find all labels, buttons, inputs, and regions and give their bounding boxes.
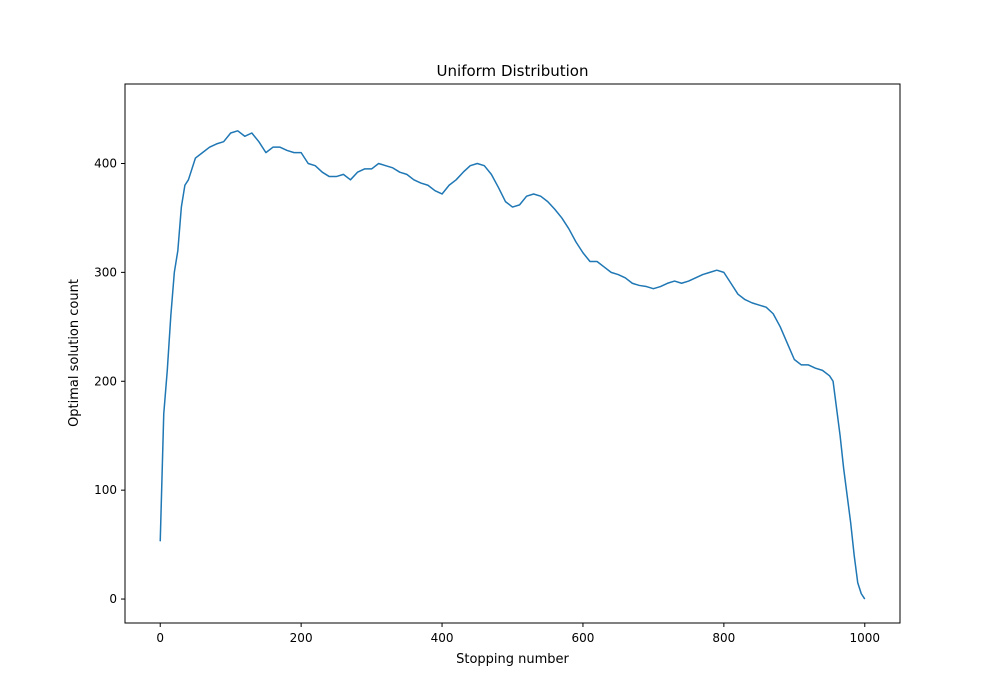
y-tick-label: 200 <box>94 374 117 388</box>
axes-frame <box>124 83 901 624</box>
x-axis-label: Stopping number <box>456 652 569 667</box>
y-axis: 0 100 200 300 400 <box>94 156 125 606</box>
x-tick-label: 800 <box>712 631 735 645</box>
x-tick-label: 400 <box>431 631 454 645</box>
x-tick-label: 1000 <box>849 631 880 645</box>
y-tick-label: 100 <box>94 483 117 497</box>
y-tick-label: 400 <box>94 156 117 170</box>
chart-title: Uniform Distribution <box>437 62 589 80</box>
y-tick-label: 0 <box>109 592 117 606</box>
x-tick-label: 0 <box>156 631 164 645</box>
series-line-0 <box>159 130 866 600</box>
y-tick-label: 300 <box>94 265 117 279</box>
y-axis-label: Optimal solution count <box>67 279 82 427</box>
x-tick-label: 600 <box>572 631 595 645</box>
x-tick-label: 200 <box>290 631 313 645</box>
plot-area <box>159 130 866 600</box>
x-axis: 0 200 400 600 800 1000 <box>156 623 880 645</box>
